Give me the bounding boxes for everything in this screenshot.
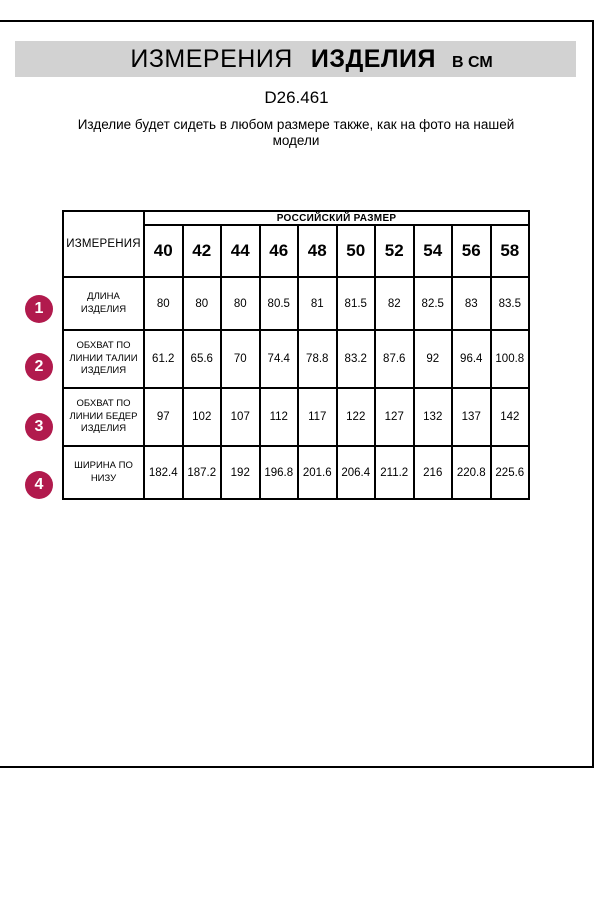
value-cell: 220.8: [451, 445, 492, 500]
value-cell: 70: [220, 329, 261, 389]
value-cell: 102: [181, 387, 222, 447]
value-cell: 83.2: [335, 329, 376, 389]
value-cell: 182.4: [143, 445, 184, 500]
model-code: D26.461: [264, 88, 329, 107]
row-number-label: 3: [34, 418, 44, 435]
row-number-badge-1: 1: [25, 295, 53, 323]
value-cell: 83.5: [489, 276, 531, 331]
title-product: ИЗДЕЛИЯ: [310, 45, 436, 73]
fit-note: Изделие будет сидеть в любом размере так…: [77, 117, 515, 148]
table-row-length: ДЛИНА ИЗДЕЛИЯ 80 80 80 80.5 81 81.5 82 8…: [62, 276, 531, 331]
russian-size-header: РОССИЙСКИЙ РАЗМЕР: [142, 210, 531, 226]
table-row-bottom-width: ШИРИНА ПО НИЗУ 182.4 187.2 192 196.8 201…: [62, 445, 531, 500]
value-cell: 87.6: [374, 329, 415, 389]
row-number-label: 2: [34, 358, 44, 375]
value-cell: 117: [297, 387, 338, 447]
row-label: ДЛИНА ИЗДЕЛИЯ: [62, 276, 145, 331]
value-cell: 65.6: [181, 329, 222, 389]
value-cell: 78.8: [297, 329, 338, 389]
value-cell: 211.2: [374, 445, 415, 500]
row-number-badge-4: 4: [25, 471, 53, 499]
value-cell: 225.6: [489, 445, 531, 500]
value-cell: 82: [374, 276, 415, 331]
page-frame-top-line: [0, 20, 594, 22]
row-label: ОБХВАТ ПО ЛИНИИ БЕДЕР ИЗДЕЛИЯ: [62, 387, 145, 447]
page-frame-right-line: [592, 20, 594, 768]
row-number-label: 1: [34, 300, 44, 317]
value-cell: 80: [181, 276, 222, 331]
page-frame-bottom-line: [0, 766, 594, 768]
row-number-badge-3: 3: [25, 413, 53, 441]
value-cell: 127: [374, 387, 415, 447]
value-cell: 80: [143, 276, 184, 331]
row-number-badge-2: 2: [25, 353, 53, 381]
size-table: ИЗМЕРЕНИЯ РОССИЙСКИЙ РАЗМЕР 40 42 44 46 …: [62, 210, 531, 500]
value-cell: 216: [412, 445, 453, 500]
size-header: 40: [143, 224, 184, 278]
value-cell: 100.8: [489, 329, 531, 389]
row-number-label: 4: [34, 476, 44, 493]
size-header: 50: [335, 224, 376, 278]
value-cell: 92: [412, 329, 453, 389]
value-cell: 97: [143, 387, 184, 447]
value-cell: 74.4: [258, 329, 299, 389]
measure-column-header: ИЗМЕРЕНИЯ: [62, 210, 145, 278]
size-header: 54: [412, 224, 453, 278]
row-label: ОБХВАТ ПО ЛИНИИ ТАЛИИ ИЗДЕЛИЯ: [62, 329, 145, 389]
value-cell: 132: [412, 387, 453, 447]
value-cell: 142: [489, 387, 531, 447]
row-label: ШИРИНА ПО НИЗУ: [62, 445, 145, 500]
value-cell: 192: [220, 445, 261, 500]
table-row-size-group: ИЗМЕРЕНИЯ РОССИЙСКИЙ РАЗМЕР: [62, 210, 531, 278]
value-cell: 81: [297, 276, 338, 331]
size-header: 42: [181, 224, 222, 278]
size-header: 48: [297, 224, 338, 278]
size-header: 44: [220, 224, 261, 278]
value-cell: 206.4: [335, 445, 376, 500]
size-header: 46: [258, 224, 299, 278]
title-unit: В СМ: [451, 54, 493, 71]
value-cell: 81.5: [335, 276, 376, 331]
value-cell: 82.5: [412, 276, 453, 331]
value-cell: 112: [258, 387, 299, 447]
size-header: 58: [489, 224, 531, 278]
value-cell: 61.2: [143, 329, 184, 389]
value-cell: 187.2: [181, 445, 222, 500]
value-cell: 80: [220, 276, 261, 331]
value-cell: 80.5: [258, 276, 299, 331]
value-cell: 137: [451, 387, 492, 447]
title-measurements: ИЗМЕРЕНИЯ: [130, 45, 293, 73]
value-cell: 201.6: [297, 445, 338, 500]
table-row-waist: ОБХВАТ ПО ЛИНИИ ТАЛИИ ИЗДЕЛИЯ 61.2 65.6 …: [62, 329, 531, 389]
value-cell: 122: [335, 387, 376, 447]
size-header: 52: [374, 224, 415, 278]
table-row-hips: ОБХВАТ ПО ЛИНИИ БЕДЕР ИЗДЕЛИЯ 97 102 107…: [62, 387, 531, 447]
value-cell: 96.4: [451, 329, 492, 389]
table-row-sizes: 40 42 44 46 48 50 52 54 56 58: [63, 224, 531, 278]
title-bar: ИЗМЕРЕНИЯ ИЗДЕЛИЯ В СМ: [15, 41, 576, 77]
value-cell: 107: [220, 387, 261, 447]
value-cell: 83: [451, 276, 492, 331]
value-cell: 196.8: [258, 445, 299, 500]
size-header: 56: [451, 224, 492, 278]
